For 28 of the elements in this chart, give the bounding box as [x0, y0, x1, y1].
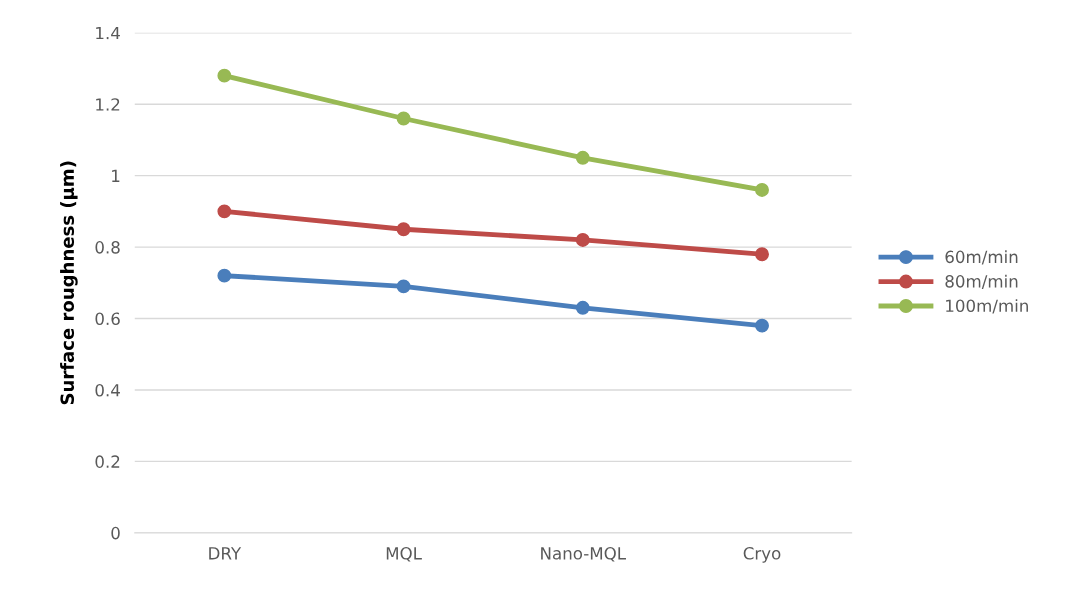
x-tick-label: DRY: [209, 547, 242, 560]
y-tick-label: 0.8: [95, 241, 120, 254]
legend-label: 80m/min: [945, 274, 1018, 289]
y-tick-label: 0.6: [95, 312, 120, 326]
y-tick-label: 1: [112, 169, 120, 182]
legend-label: 60m/min: [945, 250, 1018, 265]
point: [396, 222, 411, 237]
point: [575, 232, 590, 247]
y-tick-label: 0.2: [95, 455, 120, 468]
point: [217, 68, 232, 83]
point: [755, 182, 769, 197]
x-tick-label: Cryo: [743, 547, 781, 563]
point: [396, 279, 411, 294]
y-axis-title: Surface roughness (µm): [60, 161, 78, 405]
x-tick-label: Nano-MQL: [541, 547, 626, 562]
y-tick-label: 1.2: [96, 98, 120, 111]
point: [755, 247, 769, 262]
y-tick-label: 0: [111, 526, 120, 540]
y-tick-label: 0.4: [95, 383, 120, 397]
legend-label: 100m/min: [946, 299, 1028, 314]
point: [217, 268, 232, 283]
point: [217, 204, 232, 219]
x-tick-label: MQL: [386, 547, 422, 562]
point: [755, 318, 769, 333]
point: [396, 111, 411, 126]
point: [575, 300, 590, 315]
y-tick-label: 1.4: [96, 26, 120, 40]
point: [575, 150, 590, 165]
